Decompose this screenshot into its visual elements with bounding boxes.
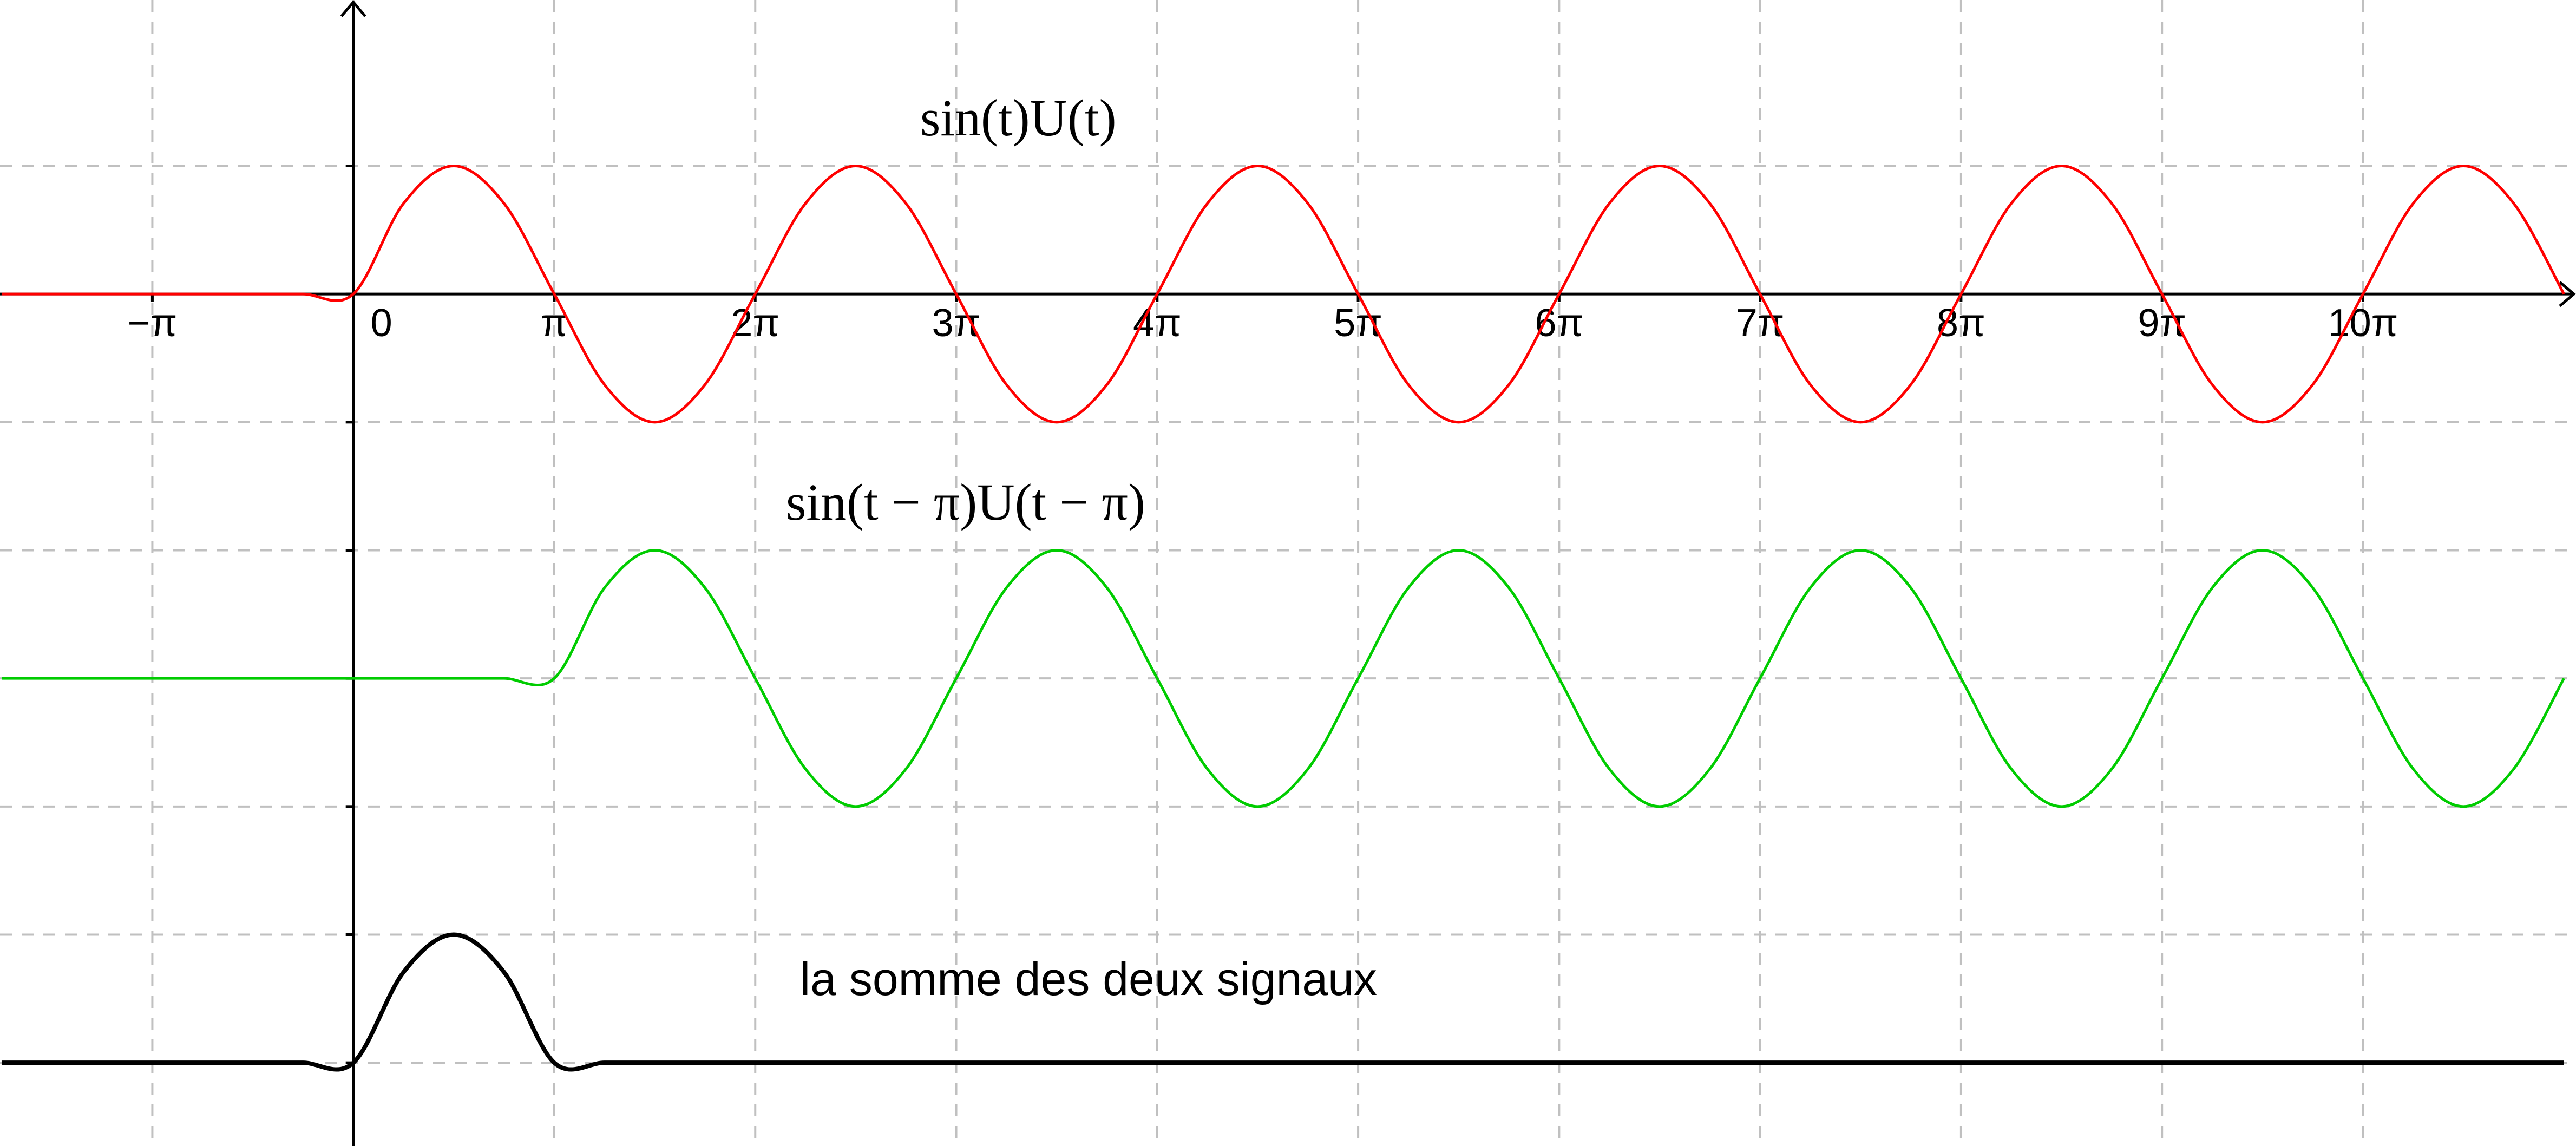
curve-label: sin(t − π)U(t − π) [786,473,1145,531]
x-tick-label: 3π [932,302,981,345]
x-tick-label: 10π [2328,302,2398,345]
curve-label: la somme des deux signaux [800,953,1377,1005]
x-tick-label: 7π [1736,302,1785,345]
x-axis-arrow [2559,281,2576,307]
x-tick-label: 9π [2138,302,2186,345]
x-tick-label: 4π [1133,302,1182,345]
curve [1,932,2564,1072]
x-tick-label: 0 [371,302,392,345]
x-tick-label: 8π [1937,302,1985,345]
curve [1,548,2565,808]
x-tick-label: 6π [1535,302,1583,345]
x-tick-label: −π [128,302,178,345]
curve [1,164,2565,424]
y-axis-arrow [340,0,366,17]
x-tick-label: 5π [1334,302,1382,345]
x-tick-label: π [541,302,568,345]
curve-label: sin(t)U(t) [920,89,1117,147]
x-tick-label: 2π [731,302,779,345]
